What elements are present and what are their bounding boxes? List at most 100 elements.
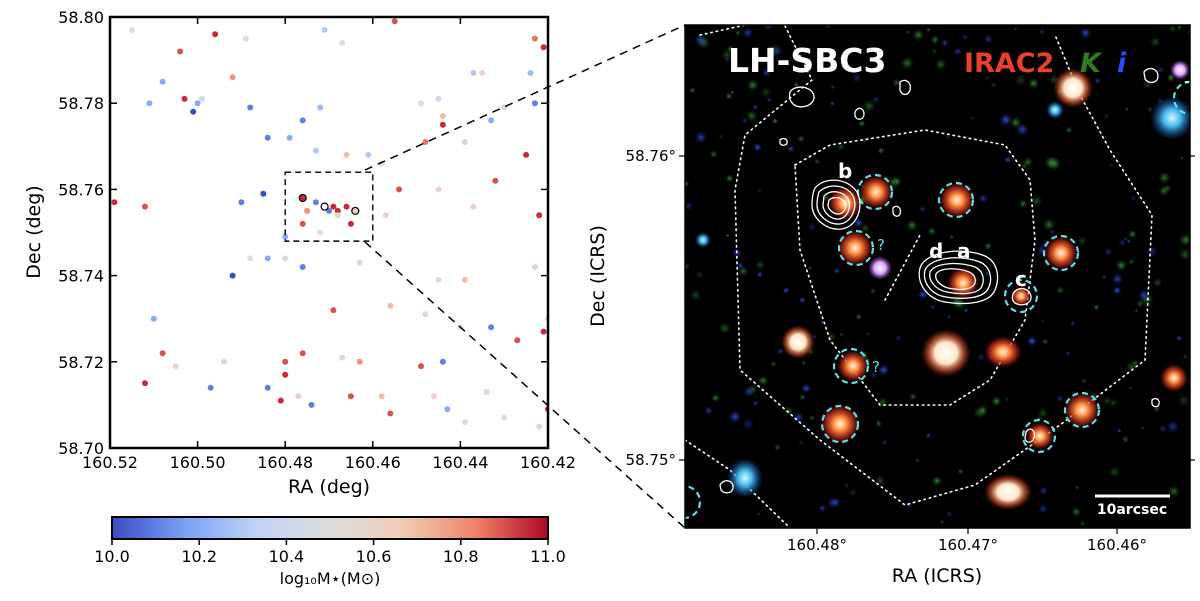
noise-speck	[1130, 195, 1137, 202]
galaxy	[1044, 236, 1078, 270]
scatter-point	[229, 74, 236, 81]
scatter-point	[172, 363, 179, 370]
galaxy	[1170, 60, 1190, 80]
noise-speck	[991, 396, 1002, 407]
noise-speck	[737, 266, 749, 277]
image-x-axis-label: RA (ICRS)	[892, 565, 982, 587]
scatter-point	[391, 18, 398, 25]
scatter-point	[199, 95, 205, 102]
scatter-point	[299, 264, 306, 270]
scatter-point	[238, 199, 245, 206]
scatter-point	[282, 233, 289, 240]
noise-speck	[934, 58, 948, 71]
noise-speck	[905, 219, 919, 232]
noise-speck	[830, 84, 836, 90]
noise-speck	[875, 421, 882, 428]
member-circle	[1003, 278, 1039, 314]
scatter-point	[523, 151, 530, 158]
scatter-point	[304, 207, 311, 214]
noise-speck	[685, 180, 690, 188]
noise-speck	[894, 334, 902, 342]
scatter-point	[242, 35, 249, 42]
noise-speck	[1179, 155, 1185, 161]
noise-speck	[940, 519, 945, 525]
noise-speck	[756, 187, 762, 194]
scatter-point	[220, 358, 227, 365]
galaxy	[837, 350, 869, 382]
noise-speck	[869, 371, 878, 380]
image-x-tick-label: 160.46°	[1087, 536, 1147, 554]
noise-speck	[709, 149, 719, 159]
scatter-point	[177, 48, 184, 55]
noise-speck	[930, 304, 936, 310]
noise-speck	[801, 383, 812, 394]
noise-speck	[695, 270, 704, 280]
scatter-point	[330, 307, 337, 314]
noise-speck	[1004, 156, 1012, 164]
scatter-point	[488, 324, 495, 331]
source-label-d: d	[929, 239, 943, 263]
galaxy	[984, 474, 1032, 510]
noise-speck	[838, 55, 843, 61]
noise-speck	[752, 142, 763, 152]
member-circle	[837, 229, 875, 267]
noise-speck	[849, 488, 857, 497]
noise-speck	[1093, 303, 1100, 311]
submm-contours	[719, 67, 1190, 494]
colorbar-ticks: 10.0 10.2 10.4 10.6 10.8 11.0	[94, 539, 566, 566]
scatter-point	[352, 207, 359, 214]
scatter-point	[470, 203, 477, 210]
noise-speck	[1140, 425, 1145, 431]
galaxy	[1064, 392, 1100, 428]
zoom-connector-bottom	[364, 241, 686, 529]
scatter-point	[181, 95, 188, 102]
scatter-point	[339, 354, 346, 361]
noise-speck	[925, 432, 932, 439]
noise-speck	[818, 504, 827, 513]
scatter-point	[435, 95, 442, 102]
x-tick-label: 160.48	[257, 453, 313, 472]
noise-speck	[1118, 238, 1126, 247]
colorbar-ramp	[112, 517, 548, 539]
open-marker	[351, 206, 360, 215]
noise-speck	[741, 417, 755, 431]
noise-speck	[878, 364, 890, 376]
noise-speck	[931, 47, 938, 55]
noise-speck	[685, 262, 691, 270]
source-label-b: b	[838, 159, 852, 183]
scatter-point	[479, 70, 486, 76]
scatter-point	[321, 26, 328, 33]
galaxy	[1053, 68, 1093, 108]
noise-speck	[1177, 393, 1190, 407]
noise-speck	[720, 48, 734, 61]
submm-contour	[811, 179, 861, 230]
scatter-point	[444, 406, 451, 413]
galaxy	[727, 458, 763, 498]
noise-speck	[813, 158, 821, 165]
noise-speck	[774, 443, 781, 451]
scatter-point	[531, 100, 538, 107]
scatter-point	[260, 190, 267, 197]
noise-speck	[945, 134, 951, 140]
noise-speck	[1149, 35, 1162, 49]
noise-speck	[797, 134, 806, 143]
noise-speck	[858, 119, 866, 128]
noise-speck	[961, 33, 969, 41]
noise-speck	[900, 56, 915, 70]
scatter-point	[343, 203, 350, 210]
scatter-point	[207, 384, 214, 391]
noise-speck	[829, 100, 836, 107]
density-contour-core	[884, 234, 921, 301]
image-x-tick-label: 160.47°	[938, 536, 998, 554]
scatter-point	[356, 358, 363, 365]
zoom-connector-top	[364, 24, 686, 171]
noise-speck	[946, 314, 952, 320]
noise-speck	[777, 348, 784, 355]
submm-contour	[719, 480, 734, 494]
noise-speck	[990, 81, 997, 89]
noise-speck	[977, 405, 989, 416]
image-title: LH-SBC3	[728, 41, 886, 80]
scatter-point	[378, 393, 385, 400]
scatter-point	[308, 401, 315, 408]
noise-speck	[1015, 122, 1030, 137]
